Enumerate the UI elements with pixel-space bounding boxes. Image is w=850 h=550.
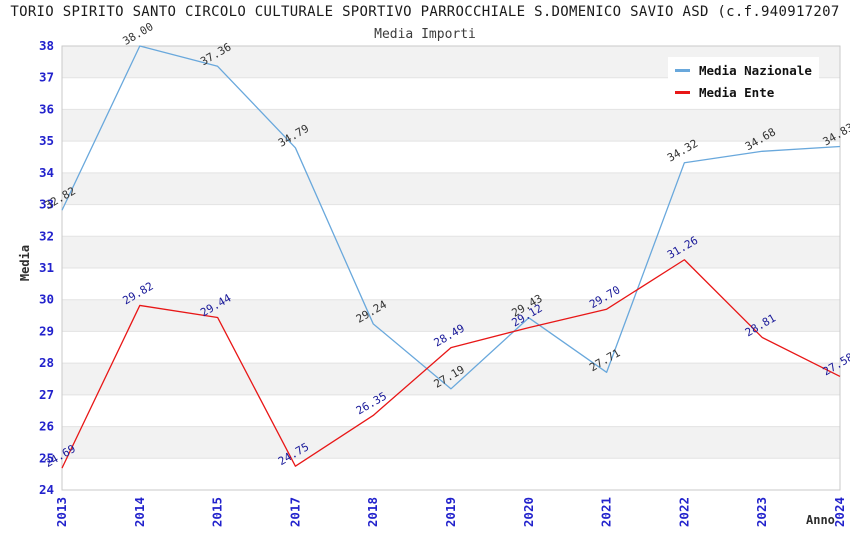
x-tick-label: 2019 bbox=[443, 497, 458, 527]
x-tick-label: 2023 bbox=[754, 497, 769, 527]
series-line bbox=[61, 259, 841, 469]
x-tick-label: 2022 bbox=[676, 497, 691, 527]
plot-band bbox=[62, 458, 840, 490]
x-tick-label: 2018 bbox=[365, 497, 380, 527]
line-swatch-icon bbox=[675, 91, 690, 94]
y-tick-label: 25 bbox=[39, 450, 54, 465]
chart-subtitle: Media Importi bbox=[374, 27, 476, 42]
x-tick-label: 2014 bbox=[132, 497, 147, 527]
legend: Media Nazionale Media Ente bbox=[668, 57, 819, 105]
y-tick-label: 24 bbox=[39, 482, 54, 497]
plot-band bbox=[62, 268, 840, 300]
plot-band bbox=[62, 172, 840, 205]
y-tick-label: 30 bbox=[39, 292, 54, 307]
plot-band bbox=[62, 204, 840, 237]
legend-item-ente: Media Ente bbox=[675, 85, 812, 100]
y-tick-label: 32 bbox=[39, 228, 54, 243]
y-tick-label: 31 bbox=[39, 260, 54, 275]
plot-band bbox=[62, 236, 840, 268]
x-tick-label: 2015 bbox=[210, 497, 225, 527]
series-line bbox=[61, 45, 841, 390]
y-tick-label: 26 bbox=[39, 419, 54, 434]
y-tick-label: 27 bbox=[39, 387, 54, 402]
x-tick-label: 2013 bbox=[54, 497, 69, 527]
y-tick-label: 33 bbox=[39, 197, 54, 212]
plot-band bbox=[62, 426, 840, 459]
legend-item-nazionale: Media Nazionale bbox=[675, 63, 812, 78]
x-tick-label: 2020 bbox=[521, 497, 536, 527]
x-axis-title: Anno bbox=[806, 513, 835, 527]
plot-band bbox=[62, 394, 840, 427]
y-tick-label: 37 bbox=[39, 70, 54, 85]
y-tick-label: 38 bbox=[39, 38, 54, 53]
chart-title: TORIO SPIRITO SANTO CIRCOLO CULTURALE SP… bbox=[10, 4, 840, 20]
plot-band bbox=[62, 299, 840, 332]
x-tick-label: 2024 bbox=[832, 497, 847, 527]
y-axis-title: Media bbox=[18, 244, 32, 282]
legend-label: Media Nazionale bbox=[699, 63, 812, 78]
x-tick-label: 2021 bbox=[599, 497, 614, 527]
plot-band bbox=[62, 141, 840, 173]
plot-border bbox=[61, 45, 841, 491]
plot-band bbox=[62, 363, 840, 395]
line-swatch-icon bbox=[675, 69, 690, 72]
point-label: 38.00 bbox=[120, 20, 155, 48]
y-tick-label: 36 bbox=[39, 101, 54, 116]
y-tick-label: 35 bbox=[39, 133, 54, 148]
x-tick-label: 2017 bbox=[287, 497, 302, 527]
plot-band bbox=[62, 109, 840, 142]
legend-label: Media Ente bbox=[699, 85, 775, 100]
y-tick-label: 34 bbox=[39, 165, 54, 180]
y-tick-label: 29 bbox=[39, 323, 54, 338]
y-tick-label: 28 bbox=[39, 355, 54, 370]
